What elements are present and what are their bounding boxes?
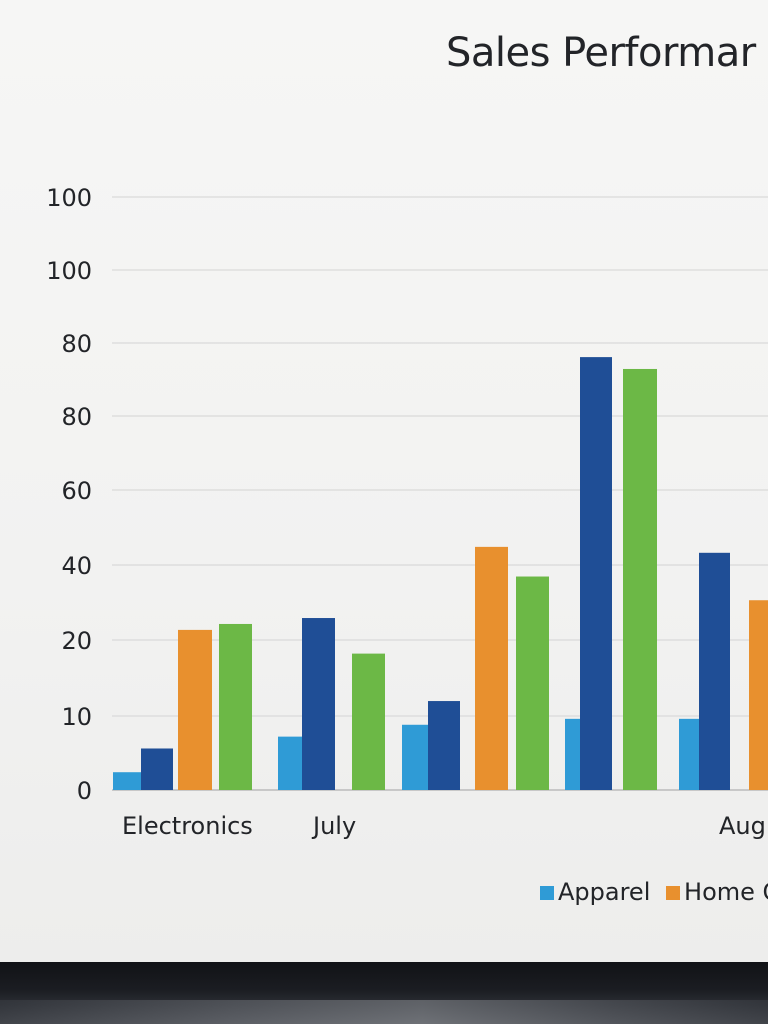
y-tick-label: 60 [61, 477, 92, 505]
y-tick-label: 10 [61, 703, 92, 731]
legend-swatch-apparel [540, 886, 554, 900]
bars [113, 357, 768, 790]
y-axis-ticks: 0 10 20 40 60 80 80 100 100 [46, 184, 92, 805]
bar-apparel [402, 724, 430, 790]
bar-electronics [580, 357, 612, 790]
legend-item-home: Home C [666, 878, 768, 906]
legend-label-home: Home C [684, 878, 768, 906]
bar-other [623, 368, 657, 790]
bar-electronics [699, 552, 730, 790]
desk-reflection [0, 1000, 768, 1024]
legend-label-apparel: Apparel [558, 878, 651, 906]
category-labels: Electronics July Aug [122, 812, 766, 840]
y-tick-label: 0 [77, 777, 92, 805]
bar-other [516, 576, 549, 790]
legend: Apparel Home C [540, 878, 768, 906]
bar-electronics [428, 701, 460, 790]
category-label: Electronics [122, 812, 253, 840]
legend-swatch-home [666, 886, 681, 900]
chart-title: Sales Performar [446, 30, 756, 76]
bar-home [178, 629, 212, 790]
y-tick-label: 100 [46, 257, 92, 285]
bar-chart: 0 10 20 40 60 80 80 100 100 Electronics July Aug [46, 184, 768, 840]
y-tick-label: 80 [61, 403, 92, 431]
category-label: Aug [719, 812, 766, 840]
category-label: July [311, 812, 356, 840]
bar-other [219, 623, 252, 790]
bar-apparel [113, 772, 142, 790]
y-tick-label: 80 [61, 330, 92, 358]
bar-home [749, 600, 768, 790]
legend-item-apparel: Apparel [540, 878, 650, 906]
bar-electronics [141, 748, 173, 790]
y-tick-label: 20 [61, 627, 92, 655]
bar-other [352, 653, 385, 790]
chart-screen: Sales Performar 0 10 20 40 60 80 80 100 100 Elec… [0, 0, 768, 962]
y-tick-label: 40 [61, 552, 92, 580]
y-tick-label: 100 [46, 184, 92, 212]
bar-electronics [302, 618, 335, 790]
bar-home [475, 546, 508, 790]
